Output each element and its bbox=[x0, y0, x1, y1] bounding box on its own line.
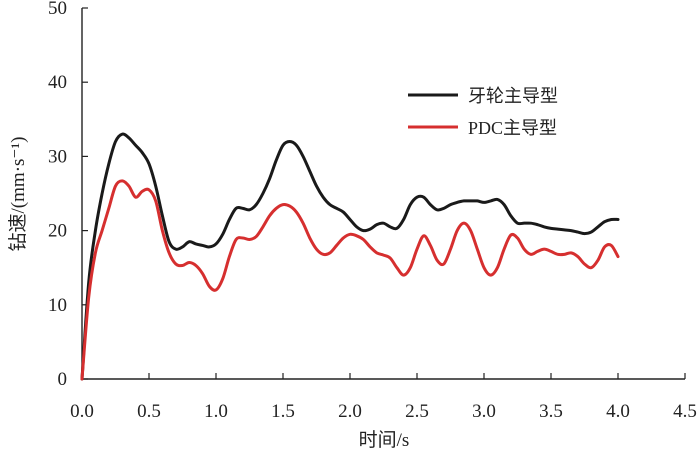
x-tick-label: 0.0 bbox=[70, 401, 94, 422]
y-axis-title: 钻速/(mm·s⁻¹) bbox=[7, 137, 29, 252]
axes bbox=[81, 8, 685, 380]
legend-label-cone-bit: 牙轮主导型 bbox=[468, 86, 558, 106]
series-line-cone-bit bbox=[80, 132, 620, 381]
legend: 牙轮主导型 PDC主导型 bbox=[408, 86, 558, 138]
x-tick-label: 4.0 bbox=[606, 401, 630, 422]
x-tick-label: 0.5 bbox=[137, 401, 161, 422]
series-line-pdc bbox=[80, 179, 620, 381]
y-tick-label: 50 bbox=[48, 0, 67, 19]
x-tick-label: 3.5 bbox=[539, 401, 563, 422]
series-lines bbox=[80, 132, 620, 381]
x-tick-label: 2.0 bbox=[338, 401, 362, 422]
x-tick-label: 1.0 bbox=[204, 401, 228, 422]
y-tick-label: 30 bbox=[48, 146, 67, 167]
y-tick-label: 40 bbox=[48, 72, 67, 93]
y-tick-label: 20 bbox=[48, 221, 67, 242]
x-tick-label: 2.5 bbox=[405, 401, 429, 422]
y-tick-label: 10 bbox=[48, 295, 67, 316]
tick-marks: 0.0 0.5 1.0 1.5 2.0 2.5 3.0 3.5 4.0 4.5 0 10 20 30 40 5… bbox=[48, 0, 697, 422]
x-axis-title: 时间/s bbox=[359, 429, 410, 451]
legend-label-pdc: PDC主导型 bbox=[468, 118, 557, 138]
x-tick-label: 4.5 bbox=[673, 401, 697, 422]
x-tick-label: 1.5 bbox=[271, 401, 295, 422]
y-tick-label: 0 bbox=[58, 369, 68, 390]
x-tick-label: 3.0 bbox=[472, 401, 496, 422]
